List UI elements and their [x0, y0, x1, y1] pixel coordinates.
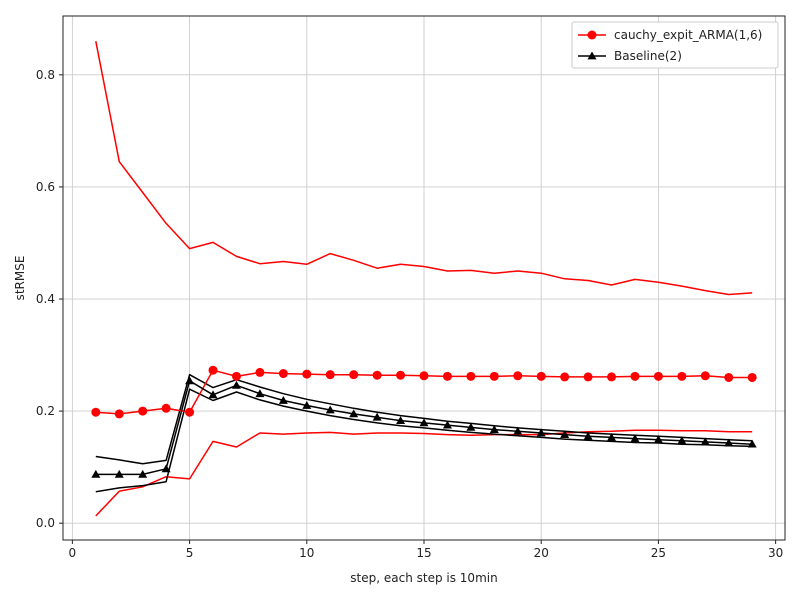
baseline-point — [607, 432, 617, 441]
cauchy-point — [677, 371, 687, 381]
y-tick-label: 0.8 — [36, 68, 55, 82]
cauchy-point — [231, 371, 241, 381]
cauchy-point — [560, 372, 570, 382]
y-axis-ticks: 0.0 0.2 0.4 0.6 0.8 — [36, 68, 63, 530]
cauchy-point — [466, 371, 476, 381]
baseline-point — [231, 380, 241, 389]
cauchy-point — [255, 367, 265, 377]
cauchy-point — [161, 403, 171, 413]
baseline-point — [302, 400, 312, 409]
cauchy-point — [653, 371, 663, 381]
cauchy-point — [489, 371, 499, 381]
baseline-point — [747, 439, 757, 448]
baseline-point — [419, 418, 429, 427]
y-tick-label: 0.6 — [36, 180, 55, 194]
y-tick-label: 0.4 — [36, 292, 55, 306]
cauchy-point — [114, 409, 124, 419]
x-tick-label: 20 — [534, 546, 549, 560]
cauchy-point — [325, 370, 335, 380]
cauchy-upper-line — [95, 41, 753, 296]
baseline-point — [349, 409, 359, 418]
baseline-point — [513, 426, 523, 435]
baseline-point — [560, 430, 570, 439]
y-axis-label: stRMSE — [13, 256, 27, 301]
cauchy-point — [396, 370, 406, 380]
cauchy-point — [442, 371, 452, 381]
baseline-point — [466, 422, 476, 431]
baseline-point — [278, 395, 288, 404]
cauchy-point — [91, 407, 101, 417]
cauchy-point — [372, 370, 382, 380]
x-tick-label: 10 — [299, 546, 314, 560]
cauchy-point — [700, 371, 710, 381]
baseline-point — [630, 434, 640, 442]
baseline-point — [583, 431, 593, 440]
x-tick-label: 30 — [768, 546, 783, 560]
baseline-point — [138, 469, 148, 478]
cauchy-point — [349, 370, 359, 380]
baseline-point — [396, 416, 406, 425]
x-axis-ticks: 0 5 10 15 20 25 30 — [69, 540, 783, 560]
legend-marker-triangle — [587, 51, 597, 60]
cauchy-point — [536, 371, 546, 381]
baseline-point — [653, 435, 663, 444]
baseline-point — [536, 428, 546, 437]
baseline-point — [255, 389, 265, 398]
baseline-point — [442, 420, 452, 429]
baseline-point — [372, 412, 382, 421]
baseline-lower-line — [95, 388, 753, 493]
baseline-point — [724, 438, 734, 447]
baseline-point — [114, 469, 124, 478]
cauchy-point — [583, 372, 593, 382]
baseline-point — [325, 405, 335, 414]
legend-marker-circle — [587, 30, 597, 40]
x-tick-label: 25 — [651, 546, 666, 560]
cauchy-point — [724, 372, 734, 382]
cauchy-point — [278, 369, 288, 379]
legend-box — [571, 21, 779, 69]
baseline-point — [677, 436, 687, 445]
baseline-point — [161, 464, 171, 473]
baseline-point — [700, 437, 710, 446]
y-tick-label: 0.2 — [36, 404, 55, 418]
x-tick-label: 15 — [416, 546, 431, 560]
baseline-point — [91, 469, 101, 478]
cauchy-point — [138, 406, 148, 416]
legend-label-baseline: Baseline(2) — [614, 49, 682, 63]
cauchy-point — [607, 372, 617, 382]
x-tick-label: 0 — [69, 546, 77, 560]
cauchy-point — [513, 371, 523, 381]
cauchy-point — [419, 371, 429, 381]
cauchy-point — [747, 372, 757, 382]
grid-lines — [63, 16, 785, 540]
legend: cauchy_expit_ARMA(1,6) Baseline(2) — [571, 21, 779, 69]
cauchy-point — [630, 371, 640, 381]
baseline-point — [208, 390, 218, 399]
cauchy-point — [185, 407, 195, 417]
x-axis-label: step, each step is 10min — [350, 571, 497, 585]
cauchy-lower-line — [95, 429, 753, 517]
y-tick-label: 0.0 — [36, 516, 55, 530]
legend-label-cauchy: cauchy_expit_ARMA(1,6) — [614, 28, 762, 42]
baseline-point — [489, 425, 499, 433]
baseline-point — [185, 376, 195, 385]
cauchy-point — [208, 365, 218, 375]
series-markers — [91, 365, 757, 478]
cauchy-point — [302, 369, 312, 379]
x-tick-label: 5 — [186, 546, 194, 560]
